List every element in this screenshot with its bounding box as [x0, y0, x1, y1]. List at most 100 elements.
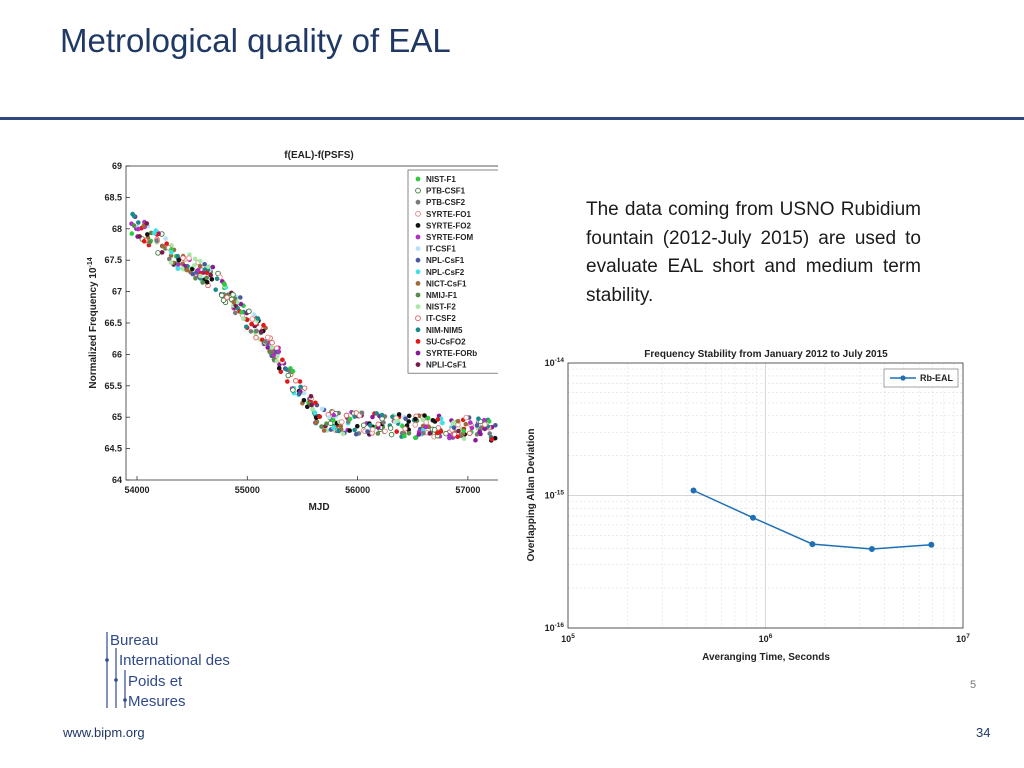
- legend-label: NIST-F2: [426, 303, 456, 312]
- chart-legend: Rb-EAL: [883, 368, 959, 388]
- legend-label: NPL-CsF2: [426, 268, 465, 277]
- data-point: [353, 431, 359, 437]
- legend-marker: [415, 234, 421, 240]
- data-point: [406, 419, 412, 424]
- data-point: [440, 420, 445, 426]
- mjd-frequency-chart: f(EAL)-f(PSFS) 6464.56565.56666.56767.56…: [87, 150, 498, 513]
- y-tick-label: 67.5: [104, 255, 122, 265]
- data-point: [317, 414, 322, 420]
- data-point: [489, 437, 495, 442]
- data-point: [486, 419, 492, 424]
- data-point: [198, 273, 203, 279]
- y-tick-label: 64: [112, 475, 122, 485]
- data-point: [367, 422, 373, 428]
- data-point: [396, 412, 402, 417]
- data-point: [244, 317, 250, 323]
- data-point: [309, 402, 314, 408]
- x-axis-ticks: 54000 55000 56000 57000: [125, 476, 480, 495]
- data-point: [305, 404, 310, 410]
- data-point: [324, 421, 329, 427]
- data-point: [144, 221, 150, 226]
- data-point: [359, 410, 365, 416]
- data-point: [395, 418, 401, 423]
- data-point: [487, 431, 493, 436]
- data-point: [238, 301, 244, 307]
- legend-label: NIM-NIM5: [426, 326, 463, 335]
- data-point: [180, 255, 186, 261]
- data-point: [435, 430, 440, 436]
- data-point: [868, 546, 875, 552]
- data-point: [455, 434, 461, 440]
- data-point: [209, 277, 215, 282]
- y-tick-label: 66.5: [104, 318, 122, 328]
- data-point: [249, 316, 256, 322]
- legend-marker: [415, 362, 421, 367]
- data-point: [463, 414, 469, 421]
- data-point: [431, 427, 438, 433]
- data-point: [208, 272, 213, 278]
- data-point: [463, 421, 469, 427]
- data-point: [435, 417, 441, 422]
- data-point: [220, 297, 227, 303]
- data-point: [339, 419, 345, 425]
- slide-fragment-digit: 5: [970, 679, 977, 691]
- data-point: [360, 422, 367, 428]
- data-point: [416, 432, 422, 437]
- y-tick-label: 10-14: [545, 357, 565, 368]
- data-point: [319, 424, 324, 429]
- data-point: [285, 372, 291, 379]
- data-point: [219, 292, 225, 299]
- data-point: [482, 417, 487, 423]
- y-tick-label: 65.5: [104, 381, 122, 391]
- data-point: [235, 300, 240, 305]
- data-point: [176, 257, 182, 263]
- data-point: [276, 365, 282, 371]
- data-point: [160, 243, 166, 249]
- data-point: [197, 258, 203, 264]
- data-point: [204, 270, 210, 276]
- data-point: [222, 282, 227, 287]
- y-axis-ticks: 10-16 10-15 10-14: [545, 357, 565, 633]
- data-point: [340, 431, 346, 437]
- data-point: [202, 262, 207, 267]
- data-point: [750, 514, 756, 521]
- data-point: [402, 426, 408, 432]
- x-axis-ticks: 105 106 107: [561, 633, 970, 644]
- data-point: [493, 423, 498, 428]
- page-number: 34: [976, 725, 991, 740]
- data-point: [210, 264, 216, 270]
- logo-line-bureau: Bureau: [110, 632, 158, 649]
- x-tick-label: 55000: [235, 485, 260, 495]
- x-tick-label: 107: [956, 633, 970, 644]
- legend-marker: [415, 339, 421, 344]
- data-point: [365, 429, 370, 434]
- data-point: [482, 426, 488, 432]
- data-point: [135, 226, 141, 232]
- data-point: [355, 423, 360, 429]
- data-point: [253, 334, 259, 341]
- legend-label: NPLI-CsF1: [426, 361, 467, 370]
- data-point: [461, 436, 467, 442]
- x-tick-label: 56000: [345, 485, 370, 495]
- legend-label: SYRTE-FOM: [426, 233, 473, 242]
- data-point: [239, 310, 244, 315]
- bipm-logo: Bureau International des Poids et Mesure…: [105, 632, 230, 710]
- footer-website-link[interactable]: www.bipm.org: [63, 725, 145, 740]
- data-point: [193, 276, 198, 281]
- data-point: [352, 427, 357, 433]
- y-axis-label: Normalized Frequency 10-14: [87, 257, 99, 388]
- data-point: [268, 350, 273, 355]
- data-point: [293, 378, 299, 384]
- data-point: [164, 241, 169, 246]
- legend-marker: [415, 350, 421, 356]
- data-point: [129, 231, 135, 236]
- data-point: [238, 295, 243, 300]
- data-point: [343, 412, 350, 419]
- legend-marker: [415, 187, 421, 194]
- data-point: [476, 416, 481, 422]
- y-axis-label: Overlapping Allan Deviation: [526, 429, 537, 562]
- data-point: [338, 423, 344, 429]
- y-tick-label: 69: [112, 161, 122, 171]
- legend-label: PTB-CSF2: [426, 198, 466, 207]
- legend-marker: [415, 269, 421, 275]
